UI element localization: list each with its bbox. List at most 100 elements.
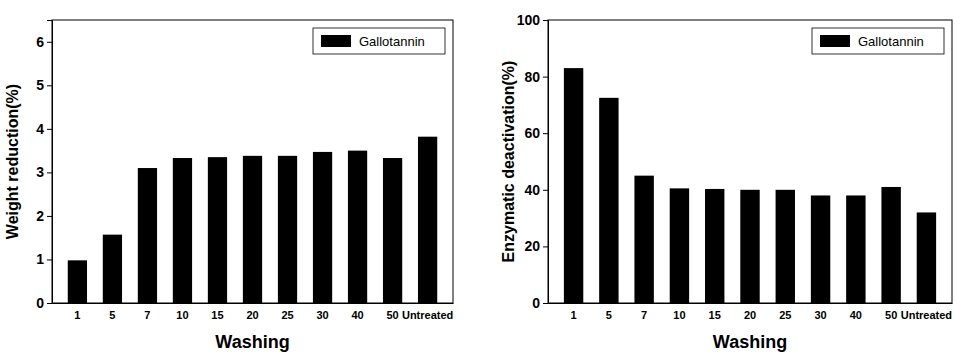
- x-tick-label: Untreated: [402, 309, 453, 321]
- x-tick-label: 40: [850, 309, 862, 321]
- bar: [313, 152, 332, 303]
- chart: 012345615710152025304050UntreatedWashing…: [4, 20, 454, 352]
- x-tick: 1: [74, 303, 80, 321]
- bar: [138, 168, 157, 303]
- y-tick: 40: [524, 182, 548, 198]
- legend-box: [313, 28, 445, 54]
- y-tick-mark: [543, 190, 548, 191]
- plot-frame: [548, 20, 952, 303]
- bar: [564, 68, 583, 303]
- bar: [208, 157, 227, 303]
- y-tick-mark: [47, 85, 52, 86]
- bar: [278, 156, 297, 303]
- legend: Gallotannin: [313, 28, 445, 54]
- y-tick-mark: [543, 246, 548, 247]
- y-tick: 0: [36, 295, 52, 311]
- x-tick: 7: [144, 303, 150, 321]
- bar: [383, 158, 402, 303]
- x-tick-label: 5: [606, 309, 612, 321]
- x-tick: 10: [673, 303, 685, 321]
- x-tick-label: 50: [386, 309, 398, 321]
- bar: [418, 137, 437, 303]
- bar: [811, 195, 830, 303]
- y-tick-label: 6: [36, 34, 44, 50]
- y-tick-mark: [543, 20, 548, 21]
- y-tick-label: 100: [517, 12, 541, 28]
- y-tick: 20: [524, 238, 548, 254]
- y-tick-label: 1: [36, 251, 44, 267]
- x-tick: 40: [351, 303, 363, 321]
- x-tick-label: 40: [351, 309, 363, 321]
- x-tick: 5: [109, 303, 115, 321]
- bar: [68, 260, 87, 303]
- x-tick-label: 30: [814, 309, 826, 321]
- y-tick-mark: [47, 129, 52, 130]
- x-tick: 20: [744, 303, 756, 321]
- y-tick-mark: [543, 303, 548, 304]
- x-tick: Untreated: [402, 303, 453, 321]
- y-tick-mark: [47, 303, 52, 304]
- bar: [740, 190, 759, 303]
- y-axis-title: Enzymatic deactivation(%): [500, 61, 517, 263]
- x-tick: 1: [571, 303, 577, 321]
- legend-label: Gallotannin: [858, 34, 924, 49]
- x-tick: 30: [814, 303, 826, 321]
- legend-label: Gallotannin: [359, 34, 425, 49]
- y-tick-mark: [47, 259, 52, 260]
- bar: [634, 176, 653, 303]
- x-axis-title: Washing: [713, 332, 787, 352]
- y-tick-label: 5: [36, 77, 44, 93]
- y-tick-label: 4: [36, 121, 44, 137]
- y-tick: 80: [524, 69, 548, 85]
- x-tick: Untreated: [901, 303, 952, 321]
- bar: [103, 235, 122, 303]
- x-tick-label: 1: [74, 309, 80, 321]
- x-tick: 50: [885, 303, 897, 321]
- x-tick: 30: [316, 303, 328, 321]
- bar: [881, 187, 900, 303]
- x-tick: 50: [386, 303, 398, 321]
- x-tick-label: 7: [144, 309, 150, 321]
- x-tick: 15: [211, 303, 223, 321]
- x-tick: 25: [779, 303, 791, 321]
- y-tick: 2: [36, 208, 52, 224]
- bar: [173, 158, 192, 303]
- x-tick-label: 15: [709, 309, 721, 321]
- x-tick: 25: [281, 303, 293, 321]
- bar: [846, 195, 865, 303]
- x-tick-label: 10: [673, 309, 685, 321]
- y-tick-label: 3: [36, 164, 44, 180]
- y-axis-title: Weight reduction(%): [4, 84, 21, 239]
- figure: 012345615710152025304050UntreatedWashing…: [0, 0, 968, 361]
- y-tick: 3: [36, 164, 52, 180]
- bar: [917, 212, 936, 303]
- x-axis: 15710152025304050Untreated: [53, 303, 454, 321]
- y-tick-mark: [543, 133, 548, 134]
- x-tick-label: 7: [641, 309, 647, 321]
- bar: [670, 188, 689, 303]
- y-tick: 5: [36, 77, 52, 93]
- legend-swatch: [820, 35, 850, 47]
- y-tick-label: 20: [524, 238, 540, 254]
- y-tick: 0: [532, 295, 548, 311]
- x-tick-label: 10: [176, 309, 188, 321]
- y-tick-label: 40: [524, 182, 540, 198]
- x-tick-label: 20: [246, 309, 258, 321]
- bars: [564, 68, 936, 303]
- x-tick: 7: [641, 303, 647, 321]
- y-tick: 1: [36, 251, 52, 267]
- y-tick: 60: [524, 125, 548, 141]
- chart: 02040608010015710152025304050UntreatedWa…: [500, 12, 953, 352]
- y-tick-label: 0: [532, 295, 540, 311]
- x-tick-label: 20: [744, 309, 756, 321]
- legend-box: [812, 28, 944, 54]
- x-tick-label: 1: [571, 309, 577, 321]
- x-tick: 5: [606, 303, 612, 321]
- bar: [776, 190, 795, 303]
- x-tick: 15: [709, 303, 721, 321]
- x-tick-label: 15: [211, 309, 223, 321]
- y-tick-label: 60: [524, 125, 540, 141]
- x-tick: 40: [850, 303, 862, 321]
- x-tick: 10: [176, 303, 188, 321]
- x-tick-label: Untreated: [901, 309, 952, 321]
